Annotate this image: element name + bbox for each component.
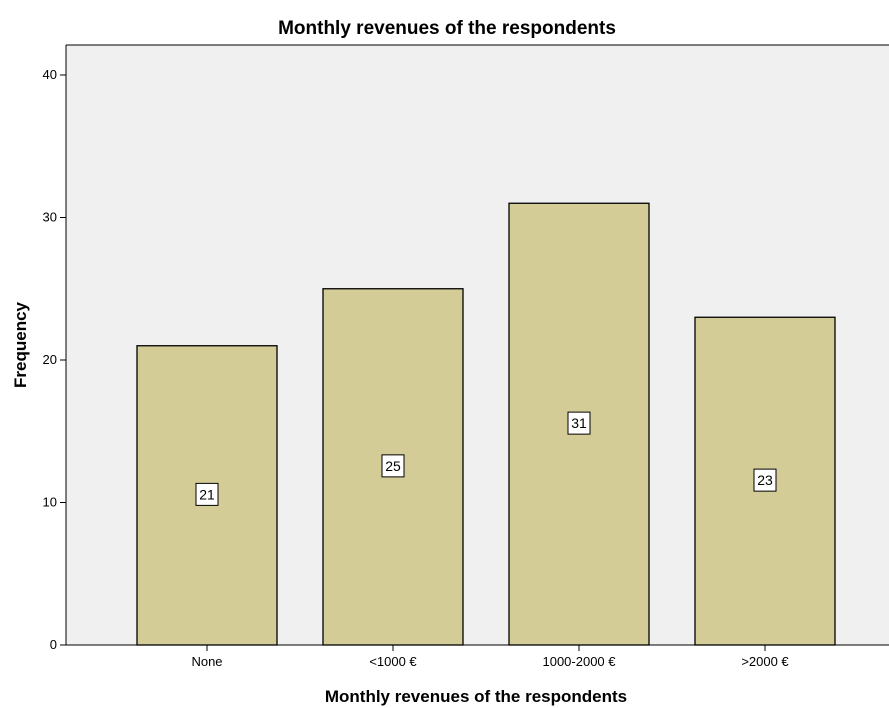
data-label-text: 25 [385, 458, 401, 474]
axes-group: 0 10 20 30 40 None <1000 € 1000-2000 € >2000 € [43, 44, 889, 669]
data-label-box [753, 468, 777, 492]
data-label-text: 23 [757, 472, 773, 488]
data-label-text: 21 [199, 486, 215, 502]
y-tick-label: 20 [43, 352, 57, 367]
data-label: 25 [381, 454, 405, 478]
x-axis-title: Monthly revenues of the respondents [325, 687, 627, 706]
data-label: 21 [195, 482, 219, 506]
data-label-box [381, 454, 405, 478]
data-label: 23 [753, 468, 777, 492]
y-tick-label: 30 [43, 210, 57, 225]
y-tick-label: 40 [43, 67, 57, 82]
chart-title: Monthly revenues of the respondents [278, 18, 616, 39]
data-label-box [567, 411, 591, 435]
x-tick-label: 1000-2000 € [542, 654, 616, 669]
y-tick-label: 10 [43, 495, 57, 510]
data-label-text: 31 [571, 415, 587, 431]
x-tick-label: >2000 € [741, 654, 789, 669]
data-label: 31 [567, 411, 591, 435]
y-tick-label: 0 [50, 637, 57, 652]
x-tick-label: None [191, 654, 222, 669]
x-tick-label: <1000 € [369, 654, 417, 669]
data-labels-group: 21 25 31 23 [195, 411, 777, 506]
data-label-box [195, 482, 219, 506]
y-axis-title: Frequency [11, 301, 30, 388]
